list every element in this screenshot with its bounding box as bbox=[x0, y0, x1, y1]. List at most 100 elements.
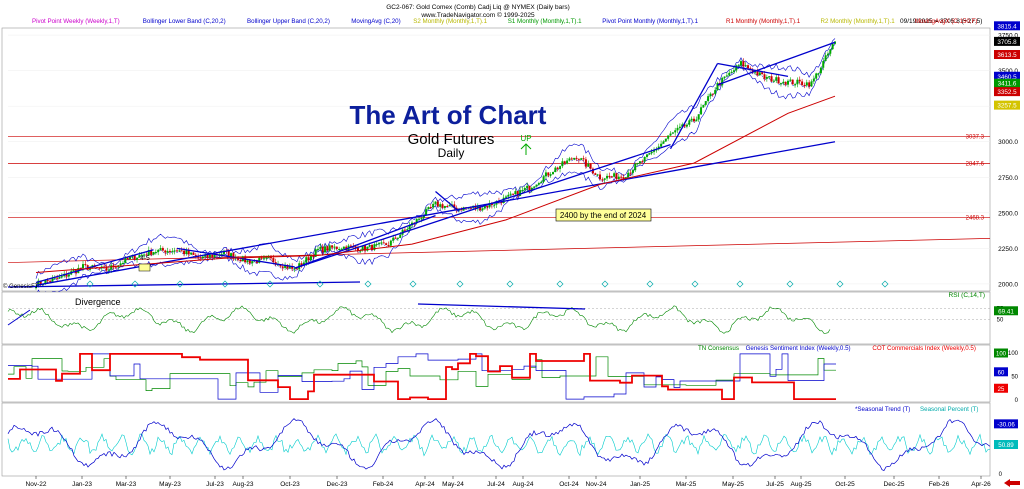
candle-body bbox=[284, 264, 287, 268]
candle-body bbox=[556, 167, 559, 169]
event-diamond bbox=[221, 280, 229, 288]
x-tick-label: May-24 bbox=[442, 481, 464, 488]
candle-body bbox=[387, 245, 390, 247]
candle-body bbox=[505, 196, 507, 198]
candle-body bbox=[671, 132, 674, 134]
seasonal-readout: -30.06 bbox=[997, 421, 1015, 428]
candles bbox=[35, 41, 836, 290]
candle-body bbox=[211, 254, 214, 258]
candle-body bbox=[589, 163, 592, 169]
candle-body bbox=[683, 124, 686, 127]
candle-body bbox=[796, 79, 799, 85]
candle-body bbox=[56, 277, 59, 279]
candle-body bbox=[328, 245, 331, 251]
price-badge bbox=[994, 78, 1020, 88]
candle-body bbox=[521, 189, 524, 191]
legend-item: R1 Monthly (Monthly,1,T).1 bbox=[726, 18, 801, 25]
sentiment-tick: 0 bbox=[1015, 398, 1019, 404]
candle-body bbox=[126, 257, 129, 260]
x-tick-label: Jul-24 bbox=[487, 481, 505, 488]
sentiment-labels: TN Consensus Genesis Sentiment Index (Wee… bbox=[698, 345, 976, 352]
genesis-label: © GenesisFT bbox=[3, 283, 39, 290]
candle-body bbox=[49, 280, 52, 282]
candle-body bbox=[356, 247, 359, 251]
legend-item: Bollinger Lower Band (C,20,2) bbox=[143, 18, 226, 25]
level-lines: 3037.3 2847.6 2468.3 bbox=[7, 134, 991, 263]
candle-body bbox=[373, 244, 376, 251]
candle-body bbox=[67, 274, 70, 277]
candle-body bbox=[643, 156, 646, 162]
candle-body bbox=[479, 205, 482, 211]
event-diamond bbox=[786, 280, 794, 288]
candle-body bbox=[756, 71, 759, 76]
candle-body bbox=[420, 218, 423, 220]
event-diamond bbox=[646, 280, 654, 288]
candle-body bbox=[772, 80, 775, 82]
moving-average bbox=[35, 42, 836, 289]
candle-body bbox=[608, 175, 611, 177]
y-tick-label: 2250.0 bbox=[998, 246, 1018, 253]
candle-body bbox=[669, 133, 672, 136]
candle-body bbox=[676, 127, 679, 131]
candle-body bbox=[307, 257, 310, 261]
candle-body bbox=[359, 250, 362, 252]
candle-body bbox=[161, 248, 164, 251]
up-label: UP bbox=[520, 134, 531, 143]
trendlines bbox=[7, 41, 836, 288]
candle-body bbox=[293, 268, 296, 270]
candle-body bbox=[248, 260, 251, 264]
seasonal-badge bbox=[994, 440, 1018, 449]
candle-body bbox=[408, 225, 411, 230]
candle-body bbox=[787, 80, 789, 85]
candle-body bbox=[183, 250, 186, 255]
bollinger-lower bbox=[35, 44, 836, 296]
candle-body bbox=[418, 218, 421, 220]
candle-body bbox=[542, 176, 545, 182]
candle-body bbox=[559, 166, 562, 169]
x-tick-label: Jul-25 bbox=[766, 481, 784, 488]
candle-body bbox=[147, 249, 150, 256]
rsi-label: RSI (C,14,T) bbox=[949, 292, 985, 299]
rsi-tick: 50 bbox=[997, 318, 1004, 324]
candle-body bbox=[37, 280, 40, 288]
x-tick-label: Aug-24 bbox=[513, 481, 534, 488]
candle-body bbox=[481, 208, 484, 211]
candle-body bbox=[784, 81, 787, 85]
candle-body bbox=[528, 185, 531, 191]
candle-body bbox=[650, 151, 653, 154]
candle-body bbox=[648, 153, 651, 155]
candle-body bbox=[493, 204, 496, 206]
symbol-line: GC2-067: Gold Comex (Comb) Cadj Liq @ NY… bbox=[386, 4, 570, 11]
event-diamond bbox=[176, 280, 184, 288]
x-tick-label: Oct-24 bbox=[559, 481, 579, 488]
x-tick-label: Jan-25 bbox=[630, 481, 650, 488]
x-tick-label: Oct-23 bbox=[280, 481, 300, 488]
candle-body bbox=[157, 249, 160, 253]
candle-body bbox=[794, 84, 797, 86]
arrow-left-icon[interactable] bbox=[1004, 479, 1020, 487]
event-diamond bbox=[881, 280, 889, 288]
candle-body bbox=[286, 264, 289, 269]
candle-body bbox=[385, 243, 388, 246]
candle-body bbox=[822, 61, 825, 68]
candle-body bbox=[815, 73, 818, 79]
candle-body bbox=[44, 280, 47, 285]
candle-body bbox=[168, 250, 171, 252]
candle-body bbox=[693, 118, 695, 122]
candle-body bbox=[432, 203, 435, 208]
candle-body bbox=[570, 158, 573, 160]
level-label: 2847.6 bbox=[966, 161, 985, 167]
event-diamond bbox=[506, 280, 514, 288]
candle-body bbox=[697, 114, 700, 120]
legend-item: Bollinger Upper Band (C,20,2) bbox=[247, 18, 330, 25]
candle-body bbox=[60, 276, 63, 278]
legend-item: S2 Monthly (Monthly,1,T).1 bbox=[413, 18, 487, 25]
bollinger-bands bbox=[35, 38, 836, 296]
candle-body bbox=[321, 246, 324, 253]
candle-body bbox=[535, 184, 538, 187]
candle-body bbox=[580, 158, 583, 160]
sentiment-path bbox=[8, 353, 836, 400]
candle-body bbox=[107, 269, 110, 271]
candle-body bbox=[779, 83, 782, 85]
